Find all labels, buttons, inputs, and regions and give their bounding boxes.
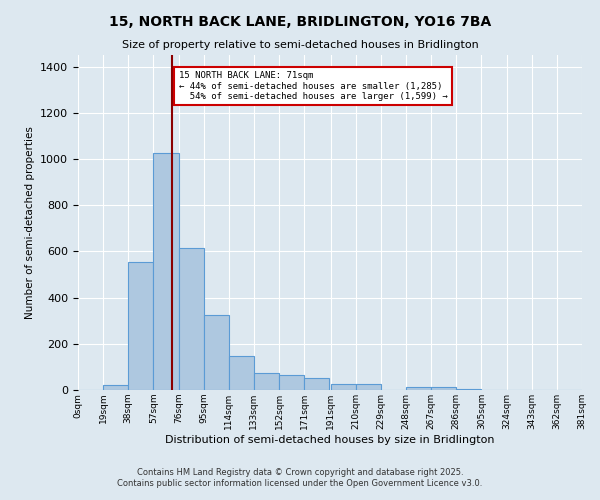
Bar bbox=[229, 356, 254, 390]
Bar bbox=[128, 262, 154, 390]
Bar bbox=[457, 389, 481, 390]
Text: Contains HM Land Registry data © Crown copyright and database right 2025.
Contai: Contains HM Land Registry data © Crown c… bbox=[118, 468, 482, 487]
Bar bbox=[356, 384, 381, 390]
Text: 15 NORTH BACK LANE: 71sqm
← 44% of semi-detached houses are smaller (1,285)
  54: 15 NORTH BACK LANE: 71sqm ← 44% of semi-… bbox=[179, 71, 447, 101]
Bar bbox=[154, 153, 179, 390]
Bar bbox=[406, 386, 431, 390]
Bar bbox=[304, 378, 329, 390]
Text: 15, NORTH BACK LANE, BRIDLINGTON, YO16 7BA: 15, NORTH BACK LANE, BRIDLINGTON, YO16 7… bbox=[109, 15, 491, 29]
Bar bbox=[179, 248, 203, 390]
Bar bbox=[103, 386, 128, 390]
Bar bbox=[254, 372, 279, 390]
Bar bbox=[331, 384, 356, 390]
Text: Size of property relative to semi-detached houses in Bridlington: Size of property relative to semi-detach… bbox=[122, 40, 478, 50]
Bar bbox=[431, 387, 457, 390]
Bar bbox=[279, 375, 304, 390]
X-axis label: Distribution of semi-detached houses by size in Bridlington: Distribution of semi-detached houses by … bbox=[165, 434, 495, 444]
Bar bbox=[203, 315, 229, 390]
Y-axis label: Number of semi-detached properties: Number of semi-detached properties bbox=[25, 126, 35, 319]
